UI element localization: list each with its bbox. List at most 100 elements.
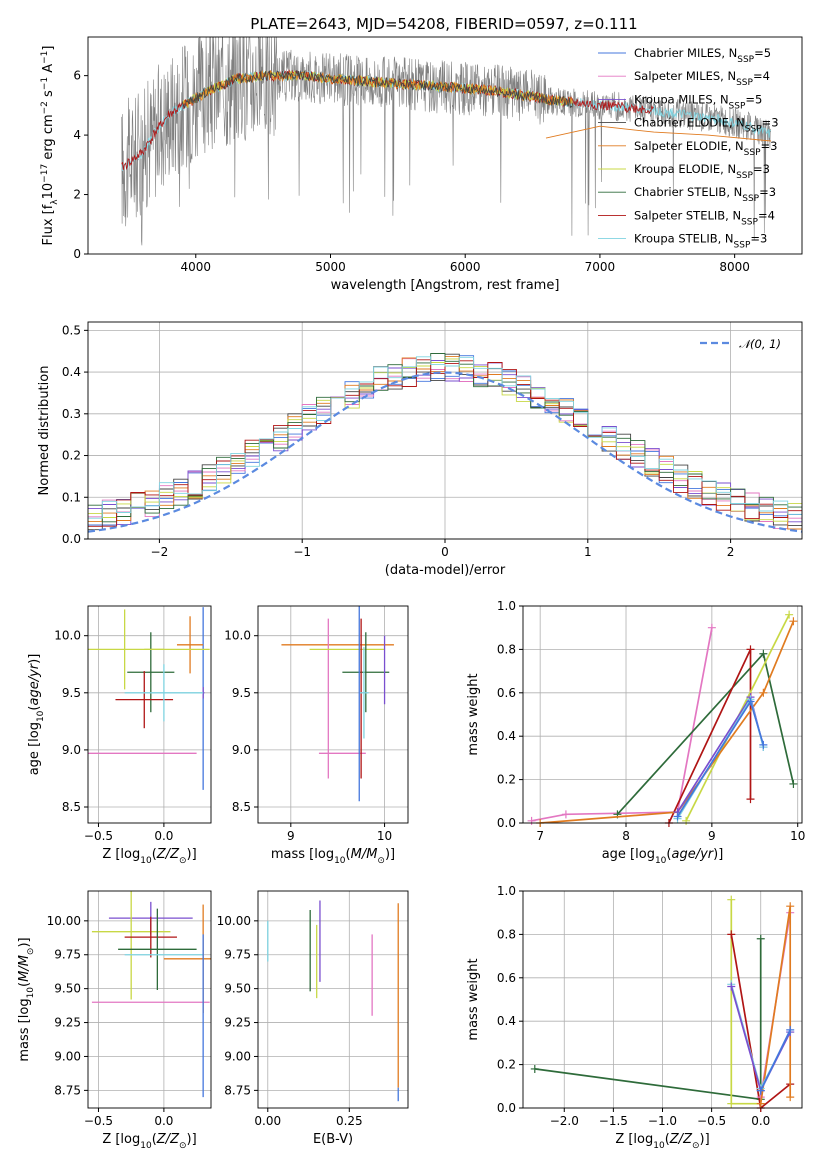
residuals-xtick-label: −1	[293, 545, 311, 559]
massweight-vs-Z-series-chabrier-stelib-marker	[756, 934, 765, 943]
mass-vs-Z-ytick-label: 9.50	[54, 982, 81, 996]
mass-vs-ebv-ytick-label: 9.00	[224, 1049, 251, 1063]
massweight-vs-Z-ytick-label: 0.4	[497, 1014, 516, 1028]
massweight-vs-Z-series-salpeter-stelib-line	[730, 934, 791, 1108]
age-vs-mass-xlabel: mass [log10(M/M⊙)]	[271, 847, 395, 866]
massweight-vs-Z-series-salpeter-stelib-marker	[727, 930, 736, 939]
massweight-vs-age-ylabel: mass weight	[466, 673, 481, 755]
residuals-ytick-label: 0.0	[62, 532, 81, 546]
residuals-ytick-label: 0.2	[62, 449, 81, 463]
normal-curve-line	[88, 371, 802, 533]
mass-vs-Z-xtick-label: −0.5	[84, 1114, 113, 1128]
age-vs-Z-xlabel: Z [log10(Z/Z⊙)]	[102, 847, 196, 866]
residuals-ytick-label: 0.3	[62, 407, 81, 421]
massweight-vs-Z-frame	[522, 890, 803, 1109]
massweight-vs-Z-series-salpeter-elodie-marker	[756, 1099, 765, 1108]
spectrum-ytick-label: 2	[73, 188, 81, 202]
age-vs-Z-frame	[87, 605, 212, 824]
massweight-vs-age-xlabel: age [log10(age/yr)]	[602, 847, 724, 866]
massweight-vs-Z-ytick-label: 0.0	[497, 1101, 516, 1115]
age-vs-mass-xtick-label: 9	[287, 829, 295, 843]
massweight-vs-Z-series-chabrier-miles-marker	[786, 1025, 795, 1034]
residuals-xlabel: (data-model)/error	[385, 563, 506, 578]
residuals-xtick-label: 2	[727, 545, 735, 559]
age-vs-mass-ytick-label: 10.0	[224, 629, 251, 643]
massweight-vs-Z-series-chabrier-miles-marker	[756, 1086, 765, 1095]
spectrum-xtick-label: 7000	[585, 260, 616, 274]
spectrum-ytick-label: 0	[73, 247, 81, 261]
spectrum-model-chabrier-elodie	[181, 69, 574, 109]
mass-vs-Z-xlabel: Z [log10(Z/Z⊙)]	[102, 1132, 196, 1151]
histogram-chabrier-elodie	[88, 353, 802, 531]
massweight-vs-Z-xtick-label: −0.5	[697, 1114, 726, 1128]
histogram-salpeter-stelib	[88, 359, 802, 527]
massweight-vs-age-series-salpeter-miles-line	[531, 627, 713, 822]
massweight-vs-age-ytick-label: 1.0	[497, 599, 516, 613]
massweight-vs-age-series-kroupa-elodie-marker	[682, 816, 691, 825]
residuals-frame	[87, 321, 803, 540]
age-vs-Z-xtick-label: −0.5	[84, 829, 113, 843]
massweight-vs-Z-series-chabrier-stelib-marker	[530, 1064, 539, 1073]
massweight-vs-Z-series-salpeter-elodie-marker	[786, 1093, 795, 1102]
massweight-vs-age-series-chabrier-miles-marker	[673, 812, 682, 821]
histogram-chabrier-stelib	[88, 353, 802, 523]
mass-vs-ebv-ytick-label: 9.25	[224, 1016, 251, 1030]
legend-entry: Salpeter STELIB, NSSP=4	[634, 208, 775, 227]
massweight-vs-age-series-chabrier-stelib-marker	[759, 649, 768, 658]
massweight-vs-age-xtick-label: 9	[708, 829, 716, 843]
age-vs-Z-ylabel: age [log10(age/yr)]	[27, 654, 46, 776]
age-vs-mass-frame	[257, 605, 409, 824]
mass-vs-ebv-ytick-label: 10.00	[217, 914, 251, 928]
spectrum-xtick-label: 6000	[450, 260, 481, 274]
massweight-vs-Z-series-kroupa-elodie-marker	[727, 1099, 736, 1108]
massweight-vs-age-frame	[522, 605, 803, 824]
legend-normal-label: 𝒩(0, 1)	[739, 337, 781, 351]
massweight-vs-age-xtick-label: 10	[790, 829, 805, 843]
massweight-vs-Z-series-chabrier-stelib-line	[534, 938, 762, 1101]
massweight-vs-Z-series-salpeter-elodie-marker	[786, 902, 795, 911]
massweight-vs-age-series-salpeter-elodie-marker	[789, 617, 798, 626]
mass-vs-Z-ytick-label: 10.00	[47, 914, 81, 928]
age-vs-mass-xtick-label: 10	[377, 829, 392, 843]
massweight-vs-age-xtick-label: 8	[622, 829, 630, 843]
spectrum-ylabel: Flux [fλ10−17 erg cm−2 s−1 A−1]	[40, 46, 60, 246]
mass-vs-Z-frame	[87, 890, 212, 1109]
legend-entry: Kroupa MILES, NSSP=5	[634, 92, 762, 111]
age-vs-mass-ytick-label: 9.0	[232, 743, 251, 757]
figure-title: PLATE=2643, MJD=54208, FIBERID=0597, z=0…	[250, 15, 637, 33]
massweight-vs-age-series-salpeter-elodie-marker	[759, 688, 768, 697]
massweight-vs-Z-xtick-label: −2.0	[550, 1114, 579, 1128]
legend-entry: Salpeter MILES, NSSP=4	[634, 69, 770, 88]
mass-vs-Z-ytick-label: 8.75	[54, 1083, 81, 1097]
age-vs-Z-ytick-label: 9.0	[62, 743, 81, 757]
massweight-vs-Z-ytick-label: 0.2	[497, 1058, 516, 1072]
legend-entry: Salpeter ELODIE, NSSP=3	[634, 139, 777, 158]
massweight-vs-age-series-salpeter-stelib-marker	[746, 795, 755, 804]
mass-vs-Z-ytick-label: 9.00	[54, 1049, 81, 1063]
residuals-ytick-label: 0.4	[62, 365, 81, 379]
massweight-vs-Z-series-kroupa-miles-marker	[727, 982, 736, 991]
residuals-xtick-label: 1	[584, 545, 592, 559]
massweight-vs-Z-xtick-label: 0.0	[751, 1114, 770, 1128]
massweight-vs-Z-xtick-label: −1.0	[648, 1114, 677, 1128]
mass-vs-ebv-frame	[257, 890, 409, 1109]
massweight-vs-Z-series-salpeter-elodie-line	[759, 906, 792, 1104]
legend-entry: Kroupa ELODIE, NSSP=3	[634, 162, 770, 181]
massweight-vs-Z-xtick-label: −1.5	[599, 1114, 628, 1128]
spectrum-ytick-label: 6	[73, 69, 81, 83]
massweight-vs-age-xtick-label: 7	[536, 829, 544, 843]
massweight-vs-age-series-salpeter-elodie-line	[540, 620, 795, 823]
massweight-vs-age-series-salpeter-stelib-marker	[746, 645, 755, 654]
spectrum-elodie-tail	[545, 125, 772, 142]
massweight-vs-Z-ytick-label: 0.8	[497, 927, 516, 941]
massweight-vs-age-series-chabrier-stelib-marker	[789, 779, 798, 788]
residuals-xtick-label: −2	[151, 545, 169, 559]
massweight-vs-Z-xlabel: Z [log10(Z/Z⊙)]	[615, 1132, 709, 1151]
residuals-ytick-label: 0.5	[62, 323, 81, 337]
massweight-vs-age-ytick-label: 0.8	[497, 642, 516, 656]
massweight-vs-age-series-kroupa-elodie-marker	[785, 610, 794, 619]
massweight-vs-age-series-salpeter-miles-marker	[527, 816, 536, 825]
massweight-vs-age-ytick-label: 0.0	[497, 816, 516, 830]
massweight-vs-age-series-salpeter-miles-marker	[707, 623, 716, 632]
